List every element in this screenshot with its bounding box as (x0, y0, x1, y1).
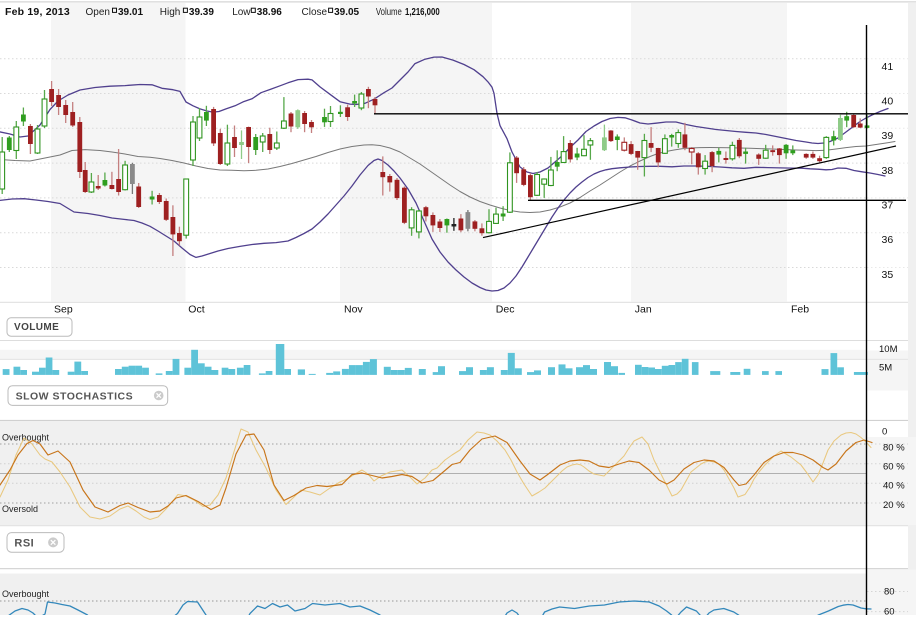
svg-text:1,216,000: 1,216,000 (405, 7, 440, 18)
svg-text:37: 37 (882, 200, 894, 212)
svg-text:20 %: 20 % (883, 500, 905, 511)
svg-text:39.01: 39.01 (118, 7, 143, 18)
svg-text:Overbought: Overbought (2, 433, 50, 443)
svg-text:High: High (160, 7, 181, 18)
svg-text:Sep: Sep (54, 304, 73, 316)
svg-text:80: 80 (884, 586, 895, 597)
svg-text:Open: Open (86, 7, 110, 18)
svg-text:Feb: Feb (791, 304, 809, 316)
svg-text:39.39: 39.39 (189, 7, 214, 18)
svg-text:5M: 5M (879, 362, 892, 373)
svg-text:Feb 19, 2013: Feb 19, 2013 (5, 6, 70, 18)
svg-text:RSI: RSI (14, 538, 34, 550)
svg-text:Nov: Nov (344, 304, 363, 316)
svg-text:Dec: Dec (496, 304, 515, 316)
svg-text:38.96: 38.96 (257, 7, 282, 18)
svg-text:10M: 10M (879, 344, 898, 355)
svg-text:VOLUME: VOLUME (14, 322, 59, 333)
svg-text:Jan: Jan (635, 304, 652, 316)
svg-text:Close: Close (302, 7, 328, 18)
svg-text:40 %: 40 % (883, 480, 905, 491)
svg-text:Overbought: Overbought (2, 589, 50, 599)
svg-text:60 %: 60 % (883, 462, 905, 473)
svg-text:35: 35 (882, 269, 894, 281)
svg-text:38: 38 (882, 165, 894, 177)
svg-text:Oct: Oct (188, 304, 204, 316)
svg-text:SLOW STOCHASTICS: SLOW STOCHASTICS (16, 390, 133, 402)
svg-text:39.05: 39.05 (334, 7, 359, 18)
svg-text:0: 0 (882, 426, 887, 437)
svg-text:Oversold: Oversold (2, 504, 38, 514)
svg-text:Volume: Volume (376, 7, 402, 18)
svg-text:80 %: 80 % (883, 443, 905, 454)
svg-text:40: 40 (882, 96, 894, 108)
svg-text:36: 36 (882, 234, 894, 246)
svg-text:Low: Low (232, 7, 251, 18)
svg-text:39: 39 (882, 130, 894, 142)
svg-text:60: 60 (884, 607, 895, 615)
svg-text:41: 41 (882, 61, 894, 73)
